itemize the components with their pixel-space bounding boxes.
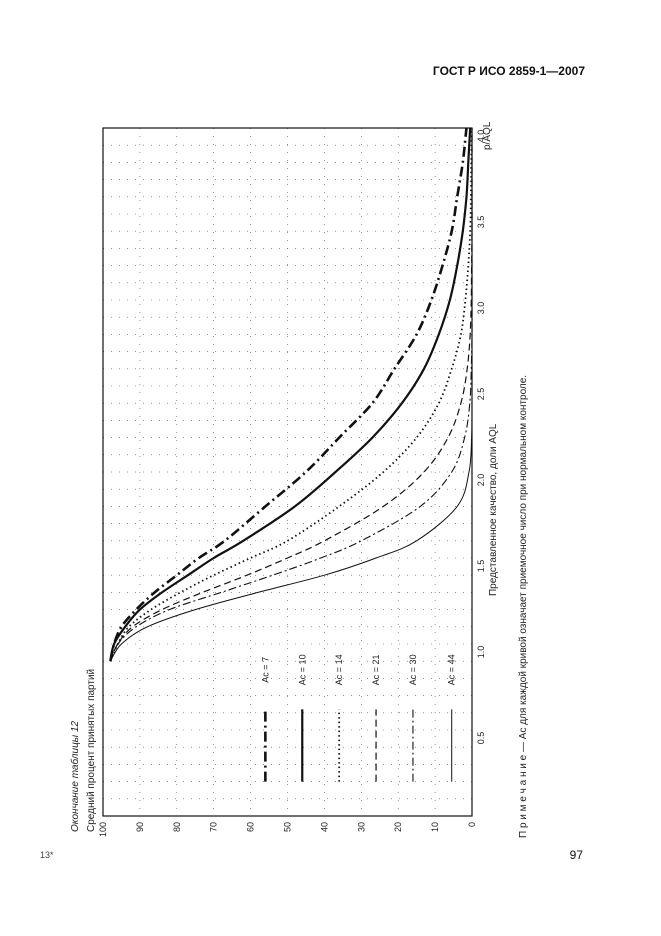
legend-label: Ас = 14 xyxy=(334,654,344,685)
series-line-Ас-7 xyxy=(109,127,468,662)
y-tick-label: 60 xyxy=(246,822,256,832)
x-tick-label: 1.0 xyxy=(476,646,486,659)
y-tick-label: 0 xyxy=(467,822,477,827)
series-line-Ас-21 xyxy=(109,128,473,662)
y-tick-label: 30 xyxy=(356,822,366,832)
x-tick-label: 4.0 xyxy=(476,130,486,143)
y-tick-label: 20 xyxy=(393,822,403,832)
y-tick-label: 70 xyxy=(209,822,219,832)
series-line-Ас-44 xyxy=(109,128,473,662)
grid xyxy=(103,128,472,816)
plot-frame xyxy=(102,127,473,817)
series-group xyxy=(109,127,473,662)
legend-label: Ас = 10 xyxy=(297,654,307,685)
x-tick-label: 1.5 xyxy=(476,560,486,573)
standard-header: ГОСТ Р ИСО 2859-1—2007 xyxy=(432,64,585,78)
legend-label: Ас = 30 xyxy=(408,654,418,685)
y-tick-label: 80 xyxy=(172,822,182,832)
corner-mark: 13* xyxy=(40,850,54,860)
x-tick-label: 3.0 xyxy=(476,302,486,315)
series-line-Ас-14 xyxy=(109,127,473,662)
tick-labels: 0 10 20 30 40 50 60 70 80 90 100 0.5 1.0 1.5 2.0 2.5 3.0… xyxy=(98,130,486,837)
x-tick-label: 3.5 xyxy=(476,216,486,229)
y-tick-label: 40 xyxy=(319,822,329,832)
legend-label: Ас = 21 xyxy=(371,654,381,685)
y-tick-label: 50 xyxy=(283,822,293,832)
y-tick-label: 90 xyxy=(135,822,145,832)
x-tick-label: 2.0 xyxy=(476,474,486,487)
plot-border xyxy=(102,127,473,817)
x-tick-label: 0.5 xyxy=(476,732,486,745)
page-number: 97 xyxy=(569,848,583,862)
legend-label: Ас = 44 xyxy=(447,654,457,685)
series-line-Ас-10 xyxy=(109,127,472,662)
y-tick-label: 100 xyxy=(98,822,108,837)
legend-label: Ас = 7 xyxy=(260,657,270,683)
x-tick-label: 2.5 xyxy=(476,388,486,401)
y-tick-label: 10 xyxy=(430,822,440,832)
legend: Ас = 7 Ас = 10 Ас = 14 Ас = 21 Ас = 30 Ас = 4… xyxy=(260,654,457,782)
series-line-Ас-30 xyxy=(109,128,473,662)
